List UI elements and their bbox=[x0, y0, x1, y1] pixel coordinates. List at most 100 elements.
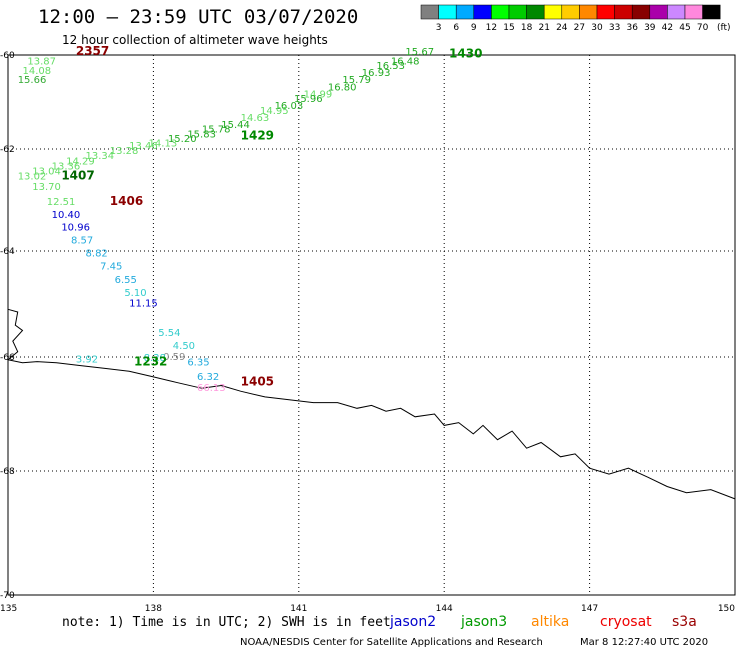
legend-bin-label: 18 bbox=[521, 23, 533, 33]
wave-height-label: 7.45 bbox=[100, 262, 122, 273]
wave-height-label: 6.35 bbox=[187, 358, 209, 369]
wave-height-label: 66.13 bbox=[197, 383, 226, 394]
legend-swatch bbox=[614, 4, 633, 20]
wave-height-label: 14.95 bbox=[260, 106, 289, 117]
satellite-legend-label: s3a bbox=[672, 614, 697, 630]
wave-height-label: 16.48 bbox=[391, 56, 420, 67]
satellite-legend-label: cryosat bbox=[600, 614, 652, 630]
wave-height-label: 13.87 bbox=[27, 56, 56, 67]
wave-height-label: 3.92 bbox=[76, 355, 98, 366]
pass-time-label: 2357 bbox=[76, 44, 109, 58]
wave-height-label: 13.36 bbox=[52, 161, 81, 172]
wave-height-label: 10.40 bbox=[52, 210, 81, 221]
wave-height-label: 15.96 bbox=[294, 94, 323, 105]
satellite-legend-label: altika bbox=[531, 614, 569, 630]
latitude-tick-label: -60 bbox=[0, 51, 15, 61]
lat-lon-grid bbox=[7, 54, 736, 596]
wave-height-label: 14.13 bbox=[149, 139, 178, 150]
legend-swatch bbox=[561, 4, 580, 20]
longitude-tick-label: 141 bbox=[290, 604, 307, 614]
wave-height-label: 15.44 bbox=[221, 120, 250, 131]
wave-height-label: 14.08 bbox=[23, 66, 52, 77]
coastline-west bbox=[7, 308, 24, 361]
wave-height-label: 15.78 bbox=[202, 125, 231, 136]
wave-height-label: 16.80 bbox=[328, 82, 357, 93]
legend-swatch bbox=[438, 4, 457, 20]
pass-time-label: 1232 bbox=[134, 355, 167, 369]
legend-bin-label: 15 bbox=[503, 23, 514, 33]
pass-time-label: 1430 bbox=[449, 46, 482, 60]
pass-time-label: 1429 bbox=[241, 129, 274, 143]
legend-swatch bbox=[579, 4, 598, 20]
wave-height-label: 14.63 bbox=[241, 113, 270, 124]
legend-swatch bbox=[667, 4, 686, 20]
legend-swatch bbox=[526, 4, 545, 20]
wave-height-label: 16.53 bbox=[376, 61, 405, 72]
page-title: 12:00 – 23:59 UTC 03/07/2020 bbox=[38, 6, 359, 28]
legend-swatch bbox=[455, 4, 475, 20]
wave-height-label: 13.46 bbox=[129, 141, 158, 152]
legend-bin-label: 45 bbox=[679, 23, 690, 33]
legend-swatch bbox=[631, 4, 651, 20]
generation-timestamp: Mar 8 12:27:40 UTC 2020 bbox=[580, 637, 708, 648]
legend-bin-label: 30 bbox=[591, 23, 603, 33]
latitude-tick-labels: -60 -62 -64 -66 -68 -70 bbox=[0, 51, 15, 601]
footer: note: 1) Time is in UTC; 2) SWH is in fe… bbox=[62, 614, 708, 648]
longitude-tick-label: 135 bbox=[0, 604, 17, 614]
latitude-tick-label: -62 bbox=[0, 145, 15, 155]
wave-height-label: 15.83 bbox=[187, 129, 216, 140]
wave-height-label: 4.50 bbox=[173, 341, 195, 352]
legend-swatch bbox=[702, 4, 721, 20]
wave-height-label: 13.70 bbox=[32, 182, 61, 193]
pass-time-label: 1407 bbox=[61, 169, 94, 183]
wave-height-label: 14.89 bbox=[32, 0, 61, 3]
legend-bin-label: 24 bbox=[556, 23, 568, 33]
latitude-tick-label: -68 bbox=[0, 467, 15, 477]
wave-height-label: 12.51 bbox=[47, 197, 76, 208]
latitude-tick-label: -64 bbox=[0, 247, 15, 257]
credit-text: NOAA/NESDIS Center for Satellite Applica… bbox=[240, 637, 543, 648]
antarctic-coastline bbox=[7, 308, 736, 500]
wave-height-label: 5.10 bbox=[124, 288, 146, 299]
wave-height-label: 11.15 bbox=[129, 299, 158, 310]
pass-time-labels: 2357 1430 1429 1407 1406 1232 1405 bbox=[61, 44, 482, 389]
wave-height-label: 6.32 bbox=[197, 372, 219, 383]
longitude-tick-label: 147 bbox=[581, 604, 598, 614]
wave-height-label: 14.99 bbox=[304, 89, 333, 100]
legend-swatch bbox=[649, 4, 668, 20]
legend-swatch bbox=[473, 4, 492, 20]
wave-height-label: 13.34 bbox=[86, 151, 115, 162]
legend-bin-label: 33 bbox=[609, 23, 620, 33]
longitude-tick-labels: 135 138 141 144 147 150 bbox=[0, 604, 735, 614]
longitude-tick-label: 150 bbox=[718, 604, 735, 614]
wave-height-label: 8.82 bbox=[86, 248, 108, 259]
wave-height-label: 15.79 bbox=[342, 75, 371, 86]
wave-height-color-legend: 3 6 9 12 15 18 21 24 27 30 33 36 39 42 45 70 (ft) bbox=[420, 4, 731, 33]
pass-time-label: 1405 bbox=[241, 375, 274, 389]
pass-time-label: 1406 bbox=[110, 194, 143, 208]
wave-height-label: 6.55 bbox=[115, 275, 137, 286]
legend-bin-label: 6 bbox=[453, 23, 459, 33]
legend-swatch bbox=[596, 4, 615, 20]
legend-bin-label: 27 bbox=[574, 23, 585, 33]
wave-height-label: 15.67 bbox=[405, 47, 434, 58]
wave-height-label: 8.57 bbox=[71, 235, 93, 246]
wave-height-label: 16.93 bbox=[362, 68, 391, 79]
page-subtitle: 12 hour collection of altimeter wave hei… bbox=[62, 33, 328, 47]
longitude-tick-label: 138 bbox=[145, 604, 162, 614]
footnote: note: 1) Time is in UTC; 2) SWH is in fe… bbox=[62, 615, 391, 630]
legend-unit-label: (ft) bbox=[717, 23, 731, 33]
legend-swatch bbox=[491, 4, 510, 20]
wave-height-label: 14.29 bbox=[66, 156, 95, 167]
legend-swatch bbox=[684, 4, 703, 20]
legend-bin-label: 3 bbox=[436, 23, 442, 33]
legend-bin-label: 70 bbox=[697, 23, 709, 33]
latitude-tick-label: -66 bbox=[0, 353, 15, 363]
wave-height-label: 13.28 bbox=[110, 146, 139, 157]
legend-swatch bbox=[543, 4, 563, 20]
legend-bin-label: 21 bbox=[538, 23, 549, 33]
wave-height-label: 10.96 bbox=[61, 223, 90, 234]
wave-height-label: 0.59 bbox=[163, 352, 185, 363]
legend-bin-label: 39 bbox=[644, 23, 656, 33]
